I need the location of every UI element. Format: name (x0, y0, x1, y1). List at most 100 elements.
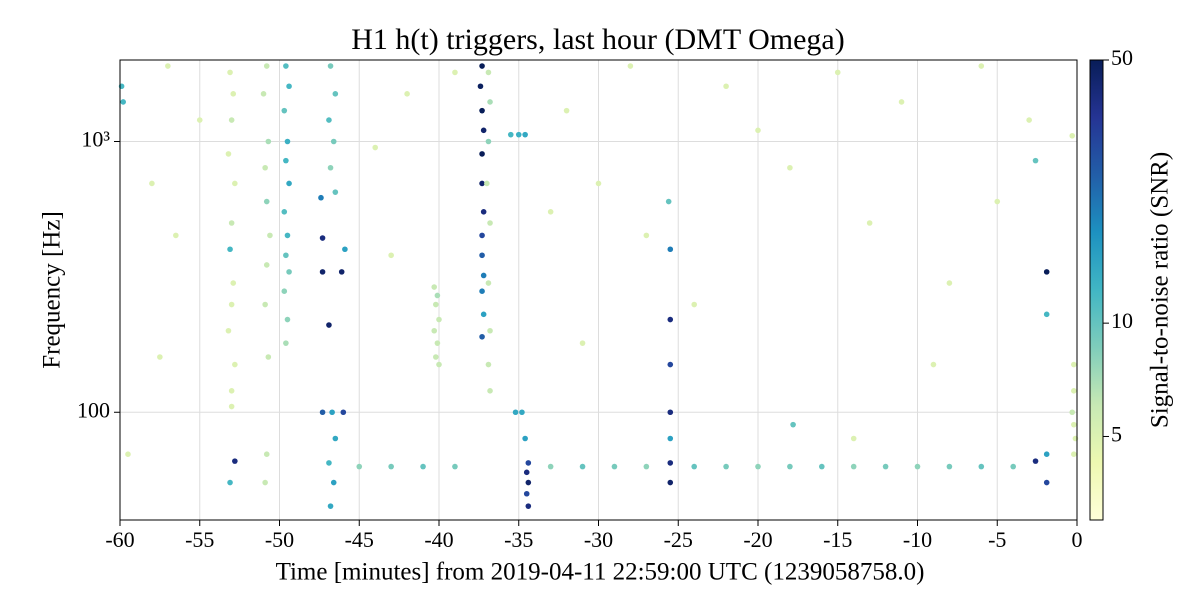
trigger-point (485, 361, 492, 368)
trigger-point (519, 409, 525, 416)
x-tick-label: -50 (265, 527, 294, 552)
trigger-point (480, 127, 487, 134)
trigger-point (232, 361, 238, 368)
trigger-point (563, 107, 570, 114)
trigger-point (522, 131, 528, 138)
trigger-point (228, 220, 235, 226)
trigger-point (547, 209, 554, 215)
trigger-point (327, 63, 334, 69)
trigger-point (165, 63, 171, 69)
trigger-point (1043, 311, 1050, 318)
trigger-point (525, 479, 532, 486)
trigger-point (611, 463, 618, 470)
trigger-point (283, 63, 289, 69)
trigger-point (723, 83, 729, 90)
trigger-point (225, 151, 232, 157)
trigger-point (946, 280, 953, 286)
trigger-point (515, 131, 522, 138)
colorbar-tick-label: 50 (1111, 45, 1133, 70)
trigger-point (477, 83, 484, 90)
trigger-point (1026, 117, 1032, 123)
trigger-point (157, 354, 163, 360)
trigger-point (338, 269, 345, 275)
trigger-point (479, 232, 485, 239)
trigger-point (319, 409, 326, 416)
trigger-point (667, 409, 674, 416)
trigger-point (819, 463, 825, 470)
x-tick-label: -45 (345, 527, 374, 552)
trigger-point (388, 252, 394, 259)
colorbar-label: Signal-to-noise ratio (SNR) (1147, 152, 1174, 428)
x-tick-label: -40 (424, 527, 453, 552)
trigger-point (230, 280, 237, 286)
trigger-point (547, 463, 554, 470)
x-tick-label: -30 (584, 527, 613, 552)
trigger-point (1071, 451, 1077, 457)
trigger-point (525, 460, 532, 466)
trigger-point (452, 69, 458, 76)
trigger-point (485, 280, 492, 286)
y-tick-label: 100 (77, 397, 110, 422)
trigger-point (265, 354, 272, 360)
trigger-point (262, 164, 268, 171)
trigger-point (332, 91, 339, 97)
trigger-point (487, 388, 493, 394)
trigger-point (1010, 463, 1016, 470)
trigger-point (431, 284, 438, 290)
trigger-point (946, 463, 953, 470)
trigger-point (882, 463, 889, 470)
trigger-point (480, 272, 487, 279)
trigger-point (263, 451, 270, 457)
trigger-point (227, 69, 233, 76)
trigger-point (1043, 479, 1050, 486)
trigger-point (667, 479, 674, 486)
trigger-point (232, 180, 238, 187)
trigger-point (479, 180, 485, 187)
trigger-point (723, 463, 729, 470)
trigger-point (267, 232, 273, 239)
trigger-point (479, 63, 485, 69)
trigger-point (507, 131, 514, 138)
trigger-point (436, 316, 442, 323)
trigger-point (433, 354, 439, 360)
trigger-point (283, 252, 289, 259)
trigger-point (667, 435, 674, 442)
trigger-point (431, 327, 438, 334)
trigger-point (523, 469, 530, 476)
trigger-point (327, 164, 334, 171)
x-tick-label: -10 (903, 527, 932, 552)
trigger-point (978, 463, 985, 470)
x-tick-label: -25 (664, 527, 693, 552)
trigger-point (283, 157, 289, 164)
trigger-point (263, 198, 270, 205)
trigger-point (1071, 388, 1077, 394)
trigger-point (284, 232, 291, 239)
trigger-point (326, 322, 332, 328)
x-tick-label: -60 (105, 527, 134, 552)
trigger-point (755, 127, 761, 134)
trigger-point (286, 269, 292, 275)
trigger-point (262, 301, 268, 308)
trigger-point (319, 235, 326, 241)
x-tick-label: 0 (1072, 527, 1083, 552)
trigger-point (914, 463, 921, 470)
trigger-point (627, 63, 634, 69)
trigger-point (227, 246, 233, 253)
trigger-point (898, 99, 905, 105)
trigger-point (340, 409, 347, 416)
trigger-point (595, 180, 602, 187)
trigger-point (479, 151, 485, 157)
trigger-point (787, 164, 793, 171)
trigger-point (479, 107, 485, 114)
x-tick-label: -15 (823, 527, 852, 552)
trigger-point (281, 209, 288, 215)
trigger-point (1071, 421, 1077, 428)
trigger-point (318, 194, 324, 201)
trigger-point (286, 83, 292, 90)
trigger-point (332, 435, 339, 442)
trigger-point (834, 69, 841, 76)
trigger-point (149, 180, 155, 187)
trigger-point (452, 463, 458, 470)
x-tick-label: -55 (185, 527, 214, 552)
